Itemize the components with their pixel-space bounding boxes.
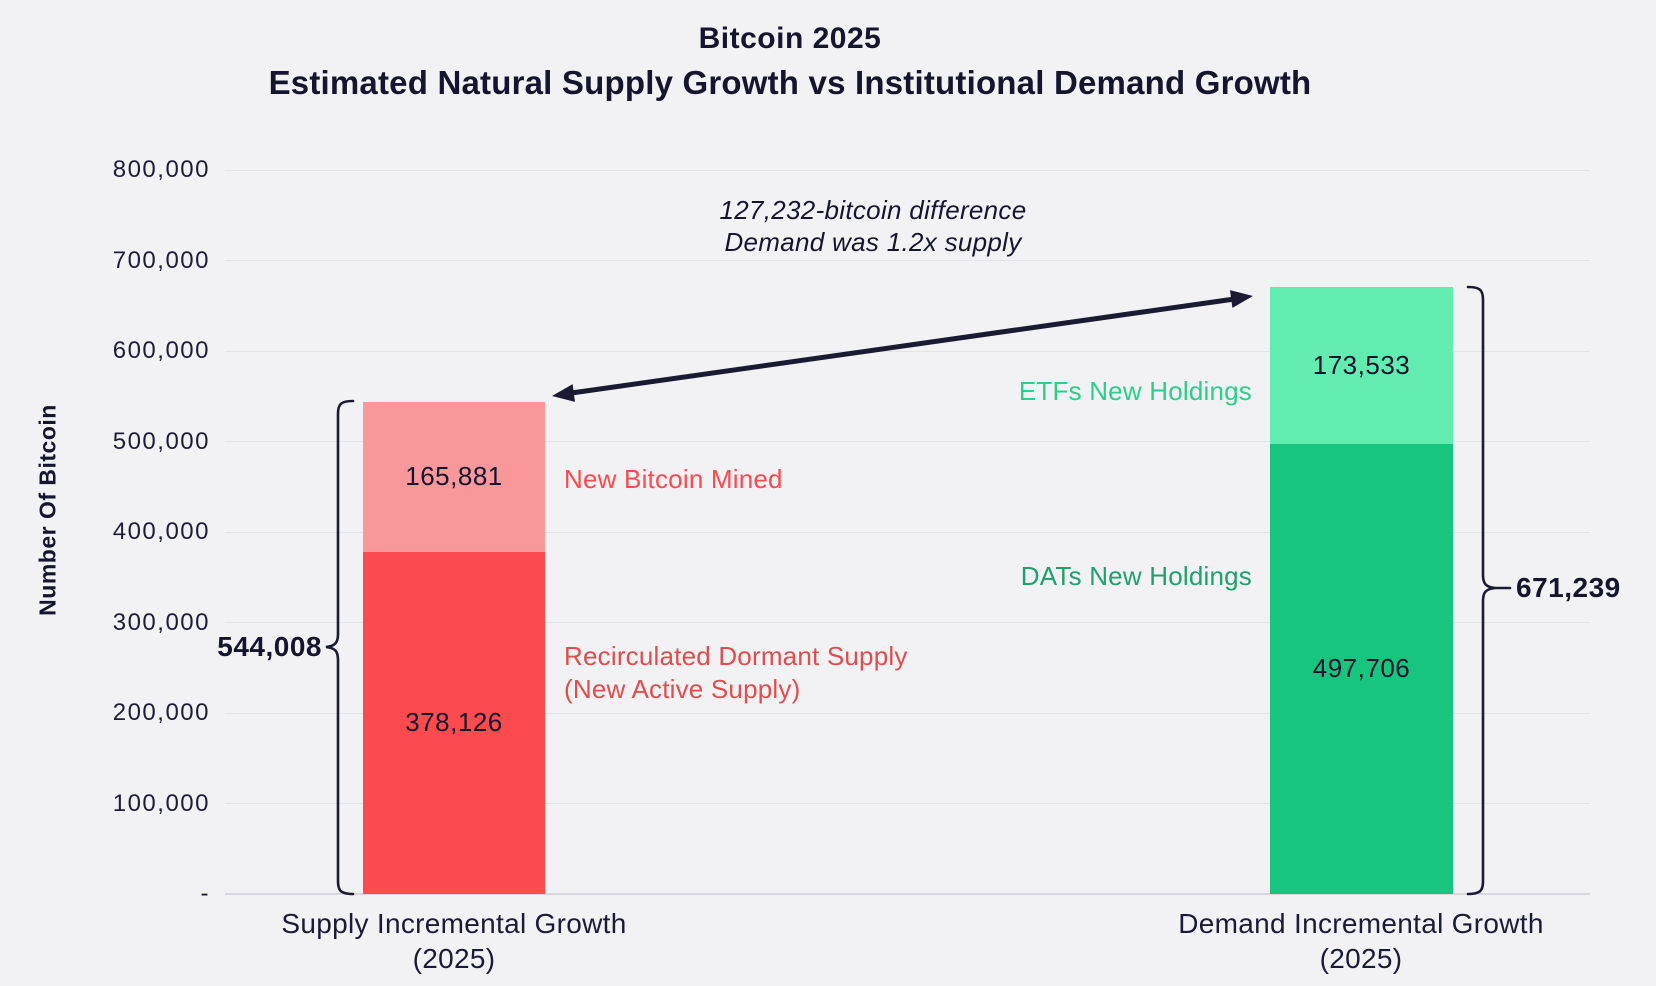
y-tick-label: - bbox=[200, 880, 210, 907]
gridline bbox=[225, 803, 1590, 804]
x-category-supply-line1: Supply Incremental Growth bbox=[281, 908, 627, 939]
gridline bbox=[225, 622, 1590, 623]
supply-total-brace bbox=[325, 399, 355, 896]
difference-arrow-head-right bbox=[1230, 290, 1253, 308]
y-tick-label: 600,000 bbox=[112, 337, 210, 364]
y-tick-label: 200,000 bbox=[112, 699, 210, 726]
segment-value-dats: 497,706 bbox=[1312, 653, 1411, 684]
label-new-bitcoin-mined: New Bitcoin Mined bbox=[564, 464, 783, 494]
x-category-demand-line2: (2025) bbox=[1319, 943, 1403, 974]
gridline bbox=[225, 531, 1590, 533]
y-tick-label: 500,000 bbox=[112, 427, 210, 455]
segment-value-recirculated: 378,126 bbox=[405, 707, 503, 738]
y-tick-label: 800,000 bbox=[112, 156, 210, 183]
segment-recirculated-dormant-supply: 378,126 bbox=[363, 551, 545, 894]
x-category-supply: Supply Incremental Growth (2025) bbox=[254, 906, 654, 976]
label-recirculated-dormant-supply: Recirculated Dormant Supply (New Active … bbox=[564, 640, 908, 706]
y-tick-label: 400,000 bbox=[112, 518, 210, 545]
x-axis-baseline bbox=[225, 893, 1590, 895]
bar-supply: 165,881 378,126 bbox=[363, 401, 545, 894]
difference-annotation: 127,232-bitcoin difference Demand was 1.… bbox=[573, 194, 1173, 258]
difference-annotation-line2: Demand was 1.2x supply bbox=[724, 227, 1022, 257]
segment-etfs-new-holdings: 173,533 bbox=[1270, 286, 1453, 444]
chart-title: Bitcoin 2025 Estimated Natural Supply Gr… bbox=[0, 22, 1580, 102]
y-tick-label: 700,000 bbox=[112, 246, 210, 274]
difference-arrow-head-left bbox=[552, 384, 575, 402]
segment-value-mined: 165,881 bbox=[405, 461, 503, 492]
label-recirculated-line2: (New Active Supply) bbox=[564, 674, 801, 704]
gridline bbox=[225, 712, 1590, 714]
x-category-demand: Demand Incremental Growth (2025) bbox=[1161, 906, 1561, 976]
gridline bbox=[225, 169, 1590, 171]
bar-demand: 173,533 497,706 bbox=[1270, 286, 1453, 894]
segment-new-bitcoin-mined: 165,881 bbox=[363, 401, 545, 552]
x-category-supply-line2: (2025) bbox=[412, 943, 496, 974]
total-supply-label: 544,008 bbox=[217, 631, 322, 662]
chart-title-line2: Estimated Natural Supply Growth vs Insti… bbox=[268, 64, 1312, 101]
gridline bbox=[225, 260, 1590, 261]
x-category-demand-line1: Demand Incremental Growth bbox=[1178, 908, 1544, 939]
total-demand-label: 671,239 bbox=[1516, 572, 1621, 603]
y-tick-label: 300,000 bbox=[112, 608, 210, 636]
gridline bbox=[225, 441, 1590, 442]
label-recirculated-line1: Recirculated Dormant Supply bbox=[564, 641, 908, 671]
label-dats-new-holdings: DATs New Holdings bbox=[1020, 561, 1252, 591]
segment-dats-new-holdings: 497,706 bbox=[1270, 443, 1453, 894]
label-etfs-new-holdings: ETFs New Holdings bbox=[1018, 376, 1252, 406]
y-tick-label: 100,000 bbox=[112, 789, 210, 817]
chart-title-line1: Bitcoin 2025 bbox=[698, 22, 882, 55]
difference-annotation-line1: 127,232-bitcoin difference bbox=[719, 195, 1027, 225]
segment-value-etfs: 173,533 bbox=[1312, 349, 1411, 380]
